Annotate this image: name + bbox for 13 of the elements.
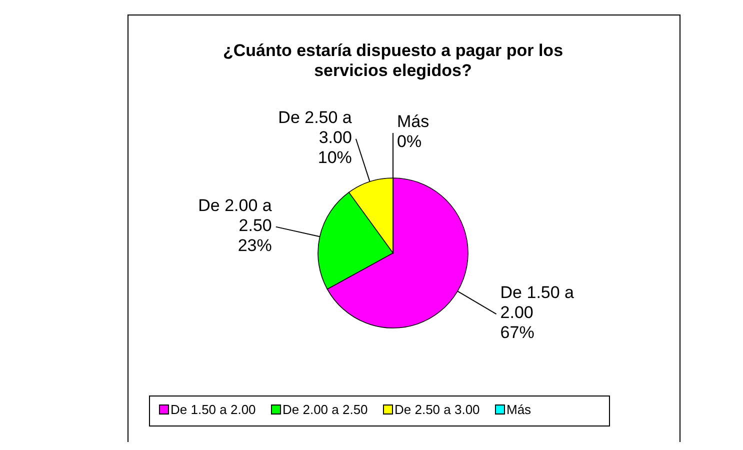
legend-label: Más: [506, 402, 532, 417]
legend-label: De 1.50 a 2.00: [170, 402, 256, 417]
text: 0%: [397, 132, 422, 151]
data-label: 10%: [318, 148, 352, 167]
slice-label: De 1.50 a 2.00: [500, 283, 575, 322]
data-label: 67%: [500, 323, 534, 342]
category-label: Más: [397, 112, 430, 131]
data-label: 23%: [238, 236, 272, 255]
legend-label: De 2.50 a 3.00: [394, 402, 480, 417]
slice-label: De 2.50 a 3.00: [278, 108, 352, 147]
legend-label: De 2.00 a 2.50: [282, 402, 368, 417]
chart-title: ¿Cuánto estaría dispuesto a pagar por los servicios elegidos?: [222, 41, 564, 80]
slice-label: De 2.00 a 2.50: [198, 196, 272, 235]
